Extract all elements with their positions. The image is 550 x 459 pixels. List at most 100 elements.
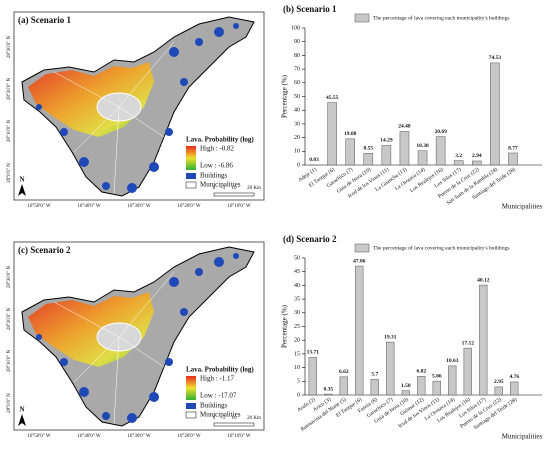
scale-label: 0 <box>213 186 216 191</box>
y-tick-label: 100 <box>291 25 300 31</box>
legend-gradient <box>186 376 196 400</box>
y-tick-label: 15 <box>294 351 300 357</box>
lon-label: 16°20'0" W <box>177 204 201 209</box>
y-tick-label: 20 <box>294 338 300 344</box>
chart-title: (b) Scenario 1 <box>283 4 337 14</box>
scale-label: 5 <box>223 416 226 421</box>
data-label: 24.48 <box>398 124 411 130</box>
bar <box>435 136 446 166</box>
bar <box>386 341 395 396</box>
y-tick-label: 70 <box>294 66 300 72</box>
legend-title: Lava. Probability (log) <box>186 366 254 374</box>
y-tick-label: 20 <box>294 135 300 141</box>
data-label: 6.62 <box>339 369 349 375</box>
lon-label: 16°40'0" W <box>77 204 101 209</box>
legend-high: High : -0.82 <box>200 145 235 153</box>
lon-label: 16°30'0" W <box>127 204 151 209</box>
lat-label: 28°10'0" N <box>7 349 12 372</box>
map-title: (a) Scenario 1 <box>18 15 71 25</box>
chart-title: (d) Scenario 2 <box>283 234 337 244</box>
north-arrow-shape <box>18 414 26 426</box>
lon-label: 16°20'0" W <box>177 434 201 439</box>
scale-label: 20 Km <box>247 186 261 191</box>
data-label: 13.71 <box>307 350 320 356</box>
bar <box>453 160 464 166</box>
legend-label: The percentage of lava covering each mun… <box>373 14 509 21</box>
lat-label: 28°0'0" N <box>7 163 12 183</box>
y-tick-label: 50 <box>294 255 300 261</box>
data-label: 40.12 <box>477 277 490 283</box>
bar <box>508 152 518 166</box>
legend-swatch <box>354 13 370 23</box>
bar <box>345 138 355 166</box>
y-tick-label: 5 <box>297 379 300 385</box>
bar <box>327 102 337 166</box>
y-tick-label: 40 <box>294 108 300 114</box>
legend-buildings-swatch <box>186 403 196 409</box>
data-label: 47.06 <box>353 258 366 264</box>
lat-label: 28°20'0" N <box>7 77 12 100</box>
bar <box>355 265 364 396</box>
data-label: 19.31 <box>384 334 397 340</box>
x-axis-label: Municipalities <box>502 433 543 441</box>
legend-municipalities: Municipalities <box>200 181 241 189</box>
lat-label: 28°30'0" N <box>7 265 12 288</box>
bar <box>381 145 392 166</box>
legend-buildings: Buildings <box>200 172 228 180</box>
y-tick-label: 80 <box>294 53 300 59</box>
bar <box>308 357 317 396</box>
legend-low: Low : -17.07 <box>200 392 237 400</box>
data-label: 8.55 <box>363 146 373 152</box>
data-label: 5.7 <box>371 372 378 378</box>
lat-label: 28°0'0" N <box>7 393 12 413</box>
data-label: 10.38 <box>416 143 429 149</box>
legend-gradient <box>186 146 196 170</box>
legend-municipalities-swatch <box>185 181 197 189</box>
y-tick-label: 40 <box>294 283 300 289</box>
north-arrow: N <box>19 176 24 184</box>
data-label: 1.58 <box>401 383 411 389</box>
data-label: 0.35 <box>323 386 333 392</box>
data-label: 8.77 <box>508 145 518 151</box>
lon-label: 16°40'0" W <box>77 434 101 439</box>
legend-municipalities-swatch <box>185 411 197 419</box>
legend-swatch <box>354 243 370 253</box>
north-arrow-shape <box>18 184 26 196</box>
bar <box>510 381 519 396</box>
y-tick-label: 50 <box>294 94 300 100</box>
data-label: 45.55 <box>326 95 339 101</box>
legend-buildings-swatch <box>186 173 196 179</box>
data-label: 3.2 <box>455 153 462 159</box>
data-label: 2.95 <box>494 379 504 385</box>
data-label: 6.82 <box>416 369 426 375</box>
bar <box>417 150 428 166</box>
data-label: 17.12 <box>462 340 475 346</box>
data-label: 0.03 <box>309 157 319 163</box>
y-axis-label: Percentage (%) <box>281 74 289 118</box>
data-label: 20.69 <box>434 129 447 135</box>
bar <box>448 365 457 396</box>
bar <box>463 347 472 396</box>
lat-label: 28°30'0" N <box>7 35 12 58</box>
legend-title: Lava. Probability (log) <box>186 136 254 144</box>
bar <box>324 393 333 396</box>
y-tick-label: 60 <box>294 80 300 86</box>
bar <box>494 386 503 396</box>
y-tick-label: 30 <box>294 121 300 127</box>
lon-label: 16°50'0" W <box>27 434 51 439</box>
scale-label: 20 Km <box>247 416 261 421</box>
y-axis-label: Percentage (%) <box>281 304 289 348</box>
scale-bar <box>213 422 255 427</box>
bar <box>401 390 410 396</box>
bar <box>399 131 410 166</box>
legend-buildings: Buildings <box>200 402 228 410</box>
y-tick-label: 0 <box>297 162 300 168</box>
y-tick-label: 25 <box>294 324 300 330</box>
scale-label: 5 <box>223 186 226 191</box>
legend-municipalities: Municipalities <box>200 411 241 419</box>
bar <box>472 160 482 166</box>
data-label: 2.94 <box>472 153 482 159</box>
scale-bar <box>213 192 255 197</box>
legend-high: High : -1.17 <box>200 375 235 383</box>
